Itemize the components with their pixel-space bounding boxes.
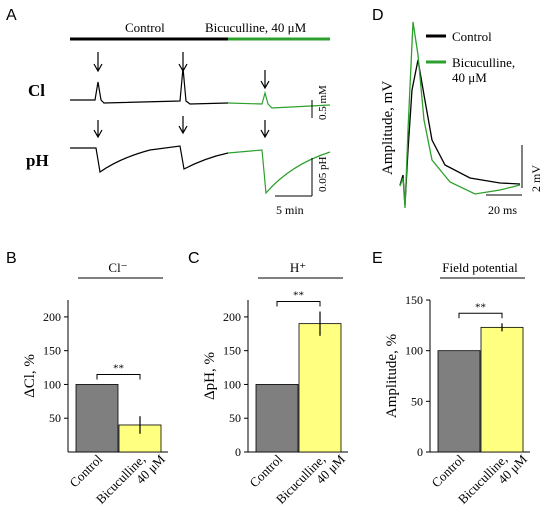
bar <box>480 326 524 453</box>
y-axis-label: Amplitude, % <box>384 334 400 418</box>
ph-trace <box>227 149 331 195</box>
significance-label: ** <box>293 289 304 301</box>
scale-label: 5 min <box>276 203 304 217</box>
condition-label: Bicuculline, 40 μM <box>205 20 307 35</box>
condition-label: Control <box>125 20 165 35</box>
panel-letter: E <box>372 250 383 267</box>
cl-trace <box>227 90 331 109</box>
y-tick-label: 100 <box>223 377 241 391</box>
x-tick-label: Control <box>246 451 285 490</box>
panel-letter: B <box>6 250 17 267</box>
legend-label: Control <box>452 29 492 44</box>
x-tick-label: Control <box>428 451 467 490</box>
chart-title: Cl⁻ <box>108 260 127 275</box>
y-tick-label: 150 <box>405 293 423 307</box>
panel-letter: D <box>372 7 384 24</box>
y-axis-label: Amplitude, mV <box>380 81 396 175</box>
chart-title: H⁺ <box>290 260 306 275</box>
significance-bracket <box>458 312 503 319</box>
y-tick-label: 200 <box>43 310 61 324</box>
cl-trace <box>70 67 229 105</box>
legend-label: Bicuculline, <box>452 55 515 70</box>
y-tick-label: 200 <box>223 310 241 324</box>
trace-label: pH <box>26 151 49 170</box>
bar <box>298 323 342 453</box>
y-tick-label: 0 <box>417 445 423 459</box>
y-tick-label: 100 <box>43 377 61 391</box>
scale-label: 0.5 mM <box>317 85 329 120</box>
x-tick-label: Control <box>66 451 105 490</box>
significance-label: ** <box>113 362 124 374</box>
panel-letter: C <box>188 250 200 267</box>
y-axis-label: ΔpH, % <box>202 352 218 400</box>
significance-label: ** <box>475 301 486 313</box>
bar <box>75 384 119 453</box>
chart-title: Field potential <box>442 260 518 275</box>
trace-label: Cl <box>28 81 45 100</box>
bar <box>437 350 481 453</box>
y-tick-label: 50 <box>229 411 241 425</box>
y-tick-label: 50 <box>411 394 423 408</box>
scale-label: 2 mV <box>529 165 543 192</box>
y-axis-label: ΔCl, % <box>22 354 38 398</box>
arrows <box>93 52 270 139</box>
y-tick-label: 0 <box>235 445 241 459</box>
y-tick-label: 150 <box>43 344 61 358</box>
scale-label: 0.05 pH <box>317 157 329 193</box>
ph-trace <box>70 145 229 174</box>
y-tick-label: 50 <box>49 411 61 425</box>
significance-bracket <box>96 373 141 380</box>
fp-trace <box>399 21 521 209</box>
bar <box>255 384 299 453</box>
legend-label: 40 μM <box>452 70 487 85</box>
significance-bracket <box>276 300 321 307</box>
panel-letter: A <box>6 7 17 24</box>
y-tick-label: 100 <box>405 344 423 358</box>
y-tick-label: 150 <box>223 344 241 358</box>
scale-label: 20 ms <box>488 203 517 217</box>
